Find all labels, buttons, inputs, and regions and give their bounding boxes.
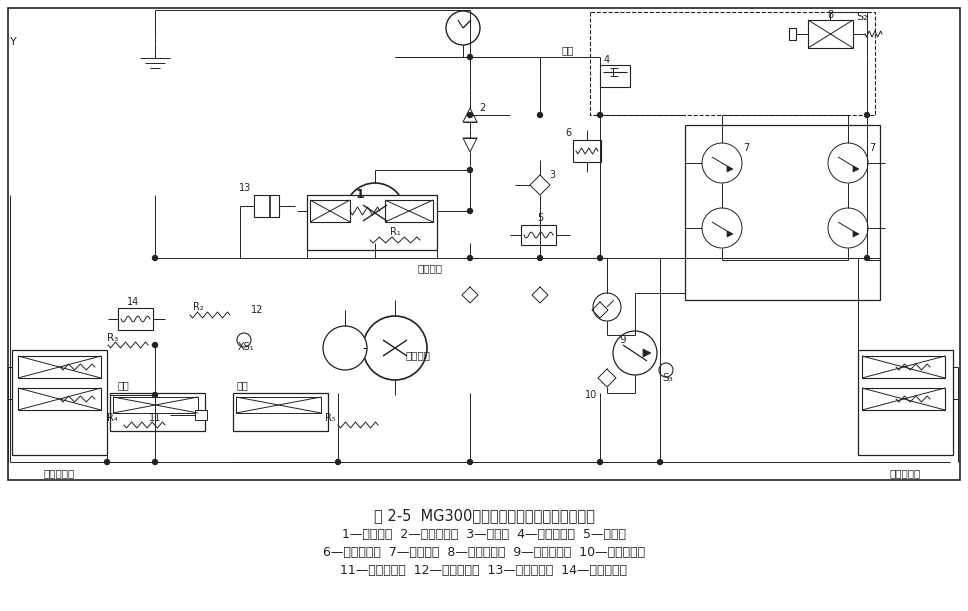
Circle shape — [363, 316, 427, 380]
Polygon shape — [463, 138, 477, 152]
Circle shape — [864, 255, 869, 260]
Text: 7: 7 — [869, 143, 875, 153]
Bar — [8, 8, 960, 480]
Bar — [862, 388, 945, 410]
Circle shape — [597, 255, 602, 260]
Circle shape — [153, 343, 158, 348]
Text: 右液控按钮: 右液控按钮 — [890, 468, 921, 478]
Circle shape — [336, 459, 341, 464]
Polygon shape — [727, 166, 733, 172]
Circle shape — [105, 459, 109, 464]
Circle shape — [345, 183, 405, 243]
Text: 13: 13 — [239, 183, 251, 193]
Bar — [18, 356, 101, 378]
Text: 9: 9 — [620, 335, 626, 345]
Text: 7: 7 — [742, 143, 749, 153]
Text: S₃: S₃ — [663, 373, 674, 383]
Bar — [808, 20, 853, 48]
Text: R₃: R₃ — [107, 333, 119, 343]
Text: 阀组: 阀组 — [561, 45, 574, 55]
Bar — [236, 397, 321, 413]
Bar — [12, 350, 107, 455]
Circle shape — [323, 326, 367, 370]
Circle shape — [702, 143, 742, 183]
Text: 4: 4 — [604, 55, 610, 65]
Circle shape — [659, 363, 673, 377]
Text: 12: 12 — [251, 305, 263, 315]
Bar — [858, 350, 953, 455]
Text: 8: 8 — [827, 10, 833, 20]
Text: 6: 6 — [565, 128, 571, 138]
Bar — [385, 200, 433, 222]
Bar — [862, 356, 945, 378]
Bar — [685, 125, 880, 300]
Text: 3: 3 — [549, 170, 555, 180]
Text: 调速机构: 调速机构 — [417, 263, 442, 273]
Circle shape — [153, 459, 158, 464]
Bar — [113, 397, 198, 413]
Circle shape — [537, 112, 542, 117]
Bar — [118, 308, 153, 330]
Bar — [233, 393, 328, 431]
Bar — [254, 195, 279, 217]
Circle shape — [702, 208, 742, 248]
Text: R₅: R₅ — [325, 413, 336, 423]
Bar — [789, 28, 796, 40]
Circle shape — [468, 167, 472, 172]
Polygon shape — [463, 108, 477, 122]
Polygon shape — [727, 231, 733, 237]
Text: 1—主液压泵  2—补油单向阀  3—梭形阀  4—压力继电器  5—背压阀: 1—主液压泵 2—补油单向阀 3—梭形阀 4—压力继电器 5—背压阀 — [342, 529, 626, 541]
Bar — [307, 195, 437, 250]
Circle shape — [468, 255, 472, 260]
Circle shape — [468, 112, 472, 117]
Text: R₁: R₁ — [390, 227, 401, 237]
Circle shape — [237, 333, 251, 347]
Text: 10: 10 — [585, 390, 597, 400]
Polygon shape — [383, 209, 391, 217]
Bar — [573, 140, 601, 162]
Circle shape — [468, 208, 472, 213]
Circle shape — [153, 255, 158, 260]
Bar — [110, 393, 205, 431]
Polygon shape — [853, 166, 859, 172]
Polygon shape — [643, 349, 651, 357]
Bar — [195, 410, 207, 420]
Text: R₂: R₂ — [193, 302, 203, 312]
Circle shape — [864, 112, 869, 117]
Bar — [600, 65, 630, 87]
Text: S₂: S₂ — [856, 12, 868, 22]
Text: ΧS₁: ΧS₁ — [238, 342, 255, 352]
Circle shape — [153, 392, 158, 398]
Text: 1: 1 — [355, 189, 364, 202]
Bar — [18, 388, 101, 410]
Circle shape — [597, 112, 602, 117]
Text: 超载: 超载 — [237, 380, 249, 390]
Bar — [310, 200, 350, 222]
Text: 11—功控电磁阀  12—失压控制阀  13—回零液压缸  14—远程调压阀: 11—功控电磁阀 12—失压控制阀 13—回零液压缸 14—远程调压阀 — [341, 565, 627, 577]
Text: 2: 2 — [479, 103, 485, 113]
Text: 图 2-5  MG300系列采煤机牵引液压系统原理图: 图 2-5 MG300系列采煤机牵引液压系统原理图 — [374, 508, 594, 524]
Text: 11: 11 — [149, 413, 161, 423]
Text: 操纵机构: 操纵机构 — [406, 350, 431, 360]
Bar — [521, 225, 556, 245]
Text: 5: 5 — [537, 213, 543, 223]
Circle shape — [613, 331, 657, 375]
Circle shape — [593, 293, 621, 321]
Circle shape — [597, 459, 602, 464]
Circle shape — [828, 143, 868, 183]
Text: R₄: R₄ — [106, 413, 117, 423]
Text: 左液控按钮: 左液控按钮 — [44, 468, 75, 478]
Text: Y: Y — [10, 37, 16, 47]
Text: 欠载: 欠载 — [118, 380, 130, 390]
Circle shape — [537, 255, 542, 260]
Circle shape — [468, 459, 472, 464]
Circle shape — [828, 208, 868, 248]
Circle shape — [446, 11, 480, 45]
Text: 14: 14 — [127, 297, 139, 307]
Circle shape — [657, 459, 662, 464]
Text: 6—高压溢流阀  7—液压马达  8—刹车电磁阀  9—辅助液压泵  10—低压溢流阀: 6—高压溢流阀 7—液压马达 8—刹车电磁阀 9—辅助液压泵 10—低压溢流阀 — [323, 546, 645, 560]
Circle shape — [468, 54, 472, 59]
Polygon shape — [853, 231, 859, 237]
